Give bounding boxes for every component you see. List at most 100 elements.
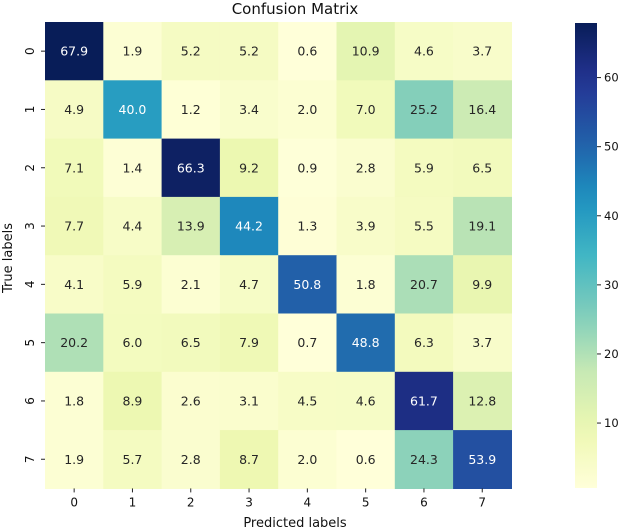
cell-label-7-5: 0.6 bbox=[356, 452, 376, 467]
y-tick-label-3: 3 bbox=[23, 222, 37, 230]
cell-label-6-7: 12.8 bbox=[468, 393, 496, 408]
cell-3-0 bbox=[45, 196, 104, 256]
cell-label-5-4: 0.7 bbox=[297, 335, 317, 350]
cell-0-0 bbox=[45, 22, 104, 81]
cell-label-0-0: 67.9 bbox=[60, 44, 88, 59]
cell-label-5-2: 6.5 bbox=[181, 335, 201, 350]
cell-5-4 bbox=[278, 313, 338, 373]
cell-1-5 bbox=[336, 80, 396, 140]
cell-label-6-4: 4.5 bbox=[297, 393, 317, 408]
cell-label-6-5: 4.6 bbox=[356, 393, 376, 408]
cell-3-2 bbox=[161, 196, 221, 256]
colorbar-tick-label-4: 50 bbox=[604, 140, 619, 154]
x-tick-label-6: 6 bbox=[420, 495, 428, 509]
cell-label-0-3: 5.2 bbox=[239, 44, 259, 59]
colorbar bbox=[575, 23, 597, 488]
cell-label-1-7: 16.4 bbox=[468, 102, 496, 117]
x-tick-label-1: 1 bbox=[129, 495, 137, 509]
cell-label-1-0: 4.9 bbox=[64, 102, 84, 117]
y-tick-label-4: 4 bbox=[23, 281, 37, 289]
cell-2-3 bbox=[219, 138, 279, 198]
cell-4-0 bbox=[45, 255, 104, 315]
cell-3-6 bbox=[394, 196, 454, 256]
cell-label-3-0: 7.7 bbox=[64, 219, 84, 234]
cell-0-2 bbox=[161, 22, 221, 81]
cell-2-6 bbox=[394, 138, 454, 198]
y-tick-label-5: 5 bbox=[23, 339, 37, 347]
cell-label-0-5: 10.9 bbox=[352, 44, 380, 59]
cell-label-7-7: 53.9 bbox=[468, 452, 496, 467]
cell-7-3 bbox=[219, 430, 279, 489]
cell-label-4-3: 4.7 bbox=[239, 277, 259, 292]
cell-3-5 bbox=[336, 196, 396, 256]
cell-label-5-3: 7.9 bbox=[239, 335, 259, 350]
x-tick-label-5: 5 bbox=[362, 495, 370, 509]
cell-7-2 bbox=[161, 430, 221, 489]
cell-label-5-7: 3.7 bbox=[472, 335, 492, 350]
cell-4-1 bbox=[103, 255, 163, 315]
cell-6-3 bbox=[219, 371, 279, 431]
cell-5-0 bbox=[45, 313, 104, 373]
cell-label-1-6: 25.2 bbox=[410, 102, 438, 117]
cell-label-2-2: 66.3 bbox=[177, 160, 205, 175]
cell-label-4-2: 2.1 bbox=[181, 277, 201, 292]
cell-label-7-1: 5.7 bbox=[123, 452, 143, 467]
cell-label-1-2: 1.2 bbox=[181, 102, 201, 117]
cell-label-4-0: 4.1 bbox=[64, 277, 84, 292]
cell-7-1 bbox=[103, 430, 163, 489]
cell-label-5-0: 20.2 bbox=[60, 335, 88, 350]
cell-4-4 bbox=[278, 255, 338, 315]
cell-5-7 bbox=[453, 313, 512, 373]
y-tick-label-7: 7 bbox=[23, 455, 37, 463]
x-tick-label-4: 4 bbox=[304, 495, 312, 509]
cell-label-7-2: 2.8 bbox=[181, 452, 201, 467]
cell-6-0 bbox=[45, 371, 104, 431]
cell-label-0-7: 3.7 bbox=[472, 44, 492, 59]
cell-label-3-4: 1.3 bbox=[297, 219, 317, 234]
y-tick-label-1: 1 bbox=[23, 106, 37, 114]
cell-1-6 bbox=[394, 80, 454, 140]
colorbar-ticks: 10 20 30 40 50 60 bbox=[597, 71, 619, 430]
cell-label-4-4: 50.8 bbox=[293, 277, 321, 292]
cell-1-2 bbox=[161, 80, 221, 140]
cell-5-3 bbox=[219, 313, 279, 373]
cell-7-6 bbox=[394, 430, 454, 489]
y-tick-label-2: 2 bbox=[23, 164, 37, 172]
y-axis-ticks: 0 1 2 3 4 5 6 7 bbox=[23, 47, 45, 463]
cell-2-0 bbox=[45, 138, 104, 198]
cell-1-0 bbox=[45, 80, 104, 140]
colorbar-tick-label-5: 60 bbox=[604, 71, 619, 85]
cell-label-1-3: 3.4 bbox=[239, 102, 259, 117]
cell-label-6-3: 3.1 bbox=[239, 393, 259, 408]
cell-6-1 bbox=[103, 371, 163, 431]
x-axis-label: Predicted labels bbox=[243, 516, 347, 530]
cell-0-3 bbox=[219, 22, 279, 81]
cell-label-3-7: 19.1 bbox=[468, 219, 496, 234]
cell-2-1 bbox=[103, 138, 163, 198]
cell-label-6-0: 1.8 bbox=[64, 393, 84, 408]
cell-label-6-6: 61.7 bbox=[410, 393, 438, 408]
cell-label-4-5: 1.8 bbox=[356, 277, 376, 292]
cell-7-4 bbox=[278, 430, 338, 489]
cell-label-2-1: 1.4 bbox=[123, 160, 143, 175]
cell-1-4 bbox=[278, 80, 338, 140]
cell-1-1 bbox=[103, 80, 163, 140]
cell-0-7 bbox=[453, 22, 512, 81]
x-tick-label-7: 7 bbox=[478, 495, 486, 509]
x-tick-label-2: 2 bbox=[187, 495, 195, 509]
cell-5-1 bbox=[103, 313, 163, 373]
cell-7-5 bbox=[336, 430, 396, 489]
cell-label-2-3: 9.2 bbox=[239, 160, 259, 175]
y-tick-label-0: 0 bbox=[23, 47, 37, 55]
cell-label-7-3: 8.7 bbox=[239, 452, 259, 467]
cell-3-1 bbox=[103, 196, 163, 256]
cell-label-7-6: 24.3 bbox=[410, 452, 438, 467]
cell-2-4 bbox=[278, 138, 338, 198]
cell-label-5-5: 48.8 bbox=[352, 335, 380, 350]
cell-label-2-7: 6.5 bbox=[472, 160, 492, 175]
cell-6-7 bbox=[453, 371, 512, 431]
cell-5-2 bbox=[161, 313, 221, 373]
cell-label-2-5: 2.8 bbox=[356, 160, 376, 175]
cell-label-2-4: 0.9 bbox=[297, 160, 317, 175]
